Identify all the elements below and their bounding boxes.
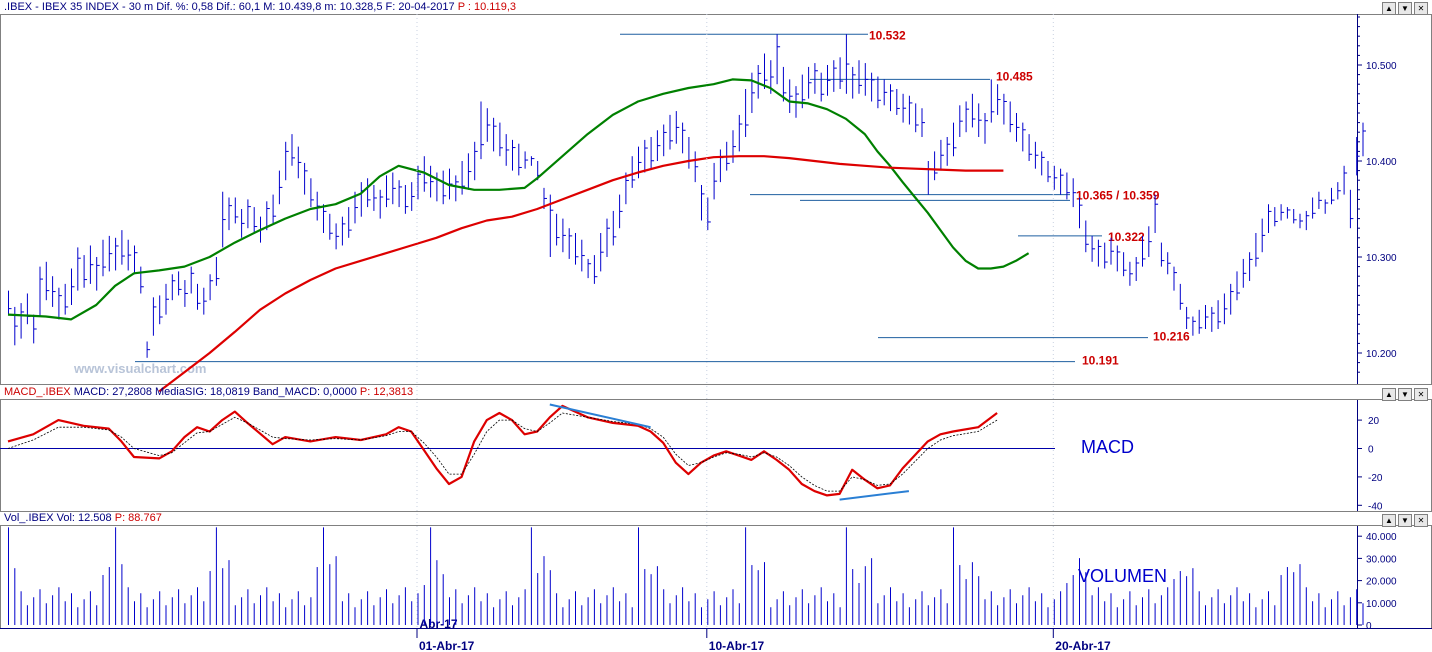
price-header-name: .IBEX - IBEX 35 INDEX - 30 m <box>4 1 154 13</box>
level-label: 10.532 <box>869 28 906 42</box>
level-label: 10.365 / 10.359 <box>1076 189 1160 203</box>
macd-panel-header: MACD_.IBEX MACD: 27,2808 MediaSIG: 18,08… <box>4 386 413 398</box>
price-y-tick-label: 10.500 <box>1366 61 1397 72</box>
price-panel-header: .IBEX - IBEX 35 INDEX - 30 m Dif. %: 0,5… <box>4 1 516 13</box>
x-axis-label: 01-Abr-17 <box>419 639 475 652</box>
macd-header-last: P: 12,3813 <box>359 386 414 398</box>
macd-y-tick-label: 0 <box>1368 445 1374 456</box>
volume-y-tick-label: 20.000 <box>1366 577 1397 588</box>
macd-panel-label: MACD <box>1081 437 1134 457</box>
macd-y-tick-label: -20 <box>1368 473 1383 484</box>
panel-down-button[interactable]: ▼ <box>1398 2 1412 15</box>
macd-y-tick-label: -40 <box>1368 501 1383 512</box>
level-label: 10.216 <box>1153 330 1190 344</box>
x-axis-label: 10-Abr-17 <box>709 639 765 652</box>
panel-close-button[interactable]: ✕ <box>1414 514 1428 527</box>
panel-down-button[interactable]: ▼ <box>1398 388 1412 401</box>
vol-header-stats: Vol: 12.508 <box>56 512 112 524</box>
panel-up-button[interactable]: ▲ <box>1382 514 1396 527</box>
level-label: 10.322 <box>1108 230 1145 244</box>
panel-close-button[interactable]: ✕ <box>1414 2 1428 15</box>
price-header-last: P : 10.119,3 <box>457 1 517 13</box>
fast-moving-average-line <box>7 78 1030 321</box>
panel-up-button[interactable]: ▲ <box>1382 2 1396 15</box>
watermark: www.visualchart.com <box>73 361 206 376</box>
macd-panel-controls: ▲ ▼ ✕ <box>1382 388 1428 401</box>
macd-header-name: MACD_.IBEX <box>4 386 71 398</box>
macd-header-stats: MACD: 27,2808 MediaSIG: 18,0819 Band_MAC… <box>73 386 357 398</box>
level-label: 10.485 <box>996 69 1033 83</box>
macd-signal-line <box>7 412 998 492</box>
volume-panel-frame <box>0 525 1432 629</box>
vol-panel-header: Vol_.IBEX Vol: 12.508 P: 88.767 <box>4 512 162 524</box>
volume-y-tick-label: 30.000 <box>1366 554 1397 565</box>
macd-line <box>7 404 998 497</box>
price-y-tick-label: 10.300 <box>1366 253 1397 264</box>
price-panel-frame <box>0 14 1432 385</box>
vol-header-name: Vol_.IBEX <box>4 512 54 524</box>
panel-close-button[interactable]: ✕ <box>1414 388 1428 401</box>
panel-down-button[interactable]: ▼ <box>1398 514 1412 527</box>
x-axis-label: 20-Abr-17 <box>1055 639 1111 652</box>
price-y-tick-label: 10.400 <box>1366 157 1397 168</box>
volume-panel-label: VOLUMEN <box>1078 566 1167 586</box>
price-y-tick-label: 10.200 <box>1366 349 1397 360</box>
vol-panel-controls: ▲ ▼ ✕ <box>1382 514 1428 527</box>
volume-y-tick-label: 0 <box>1366 621 1372 632</box>
macd-y-tick-label: 20 <box>1368 416 1380 427</box>
volume-y-tick-label: 40.000 <box>1366 532 1397 543</box>
x-axis-month-label: Abr-17 <box>420 617 458 631</box>
volume-y-tick-label: 10.000 <box>1366 599 1397 610</box>
divergence-line <box>549 403 651 429</box>
price-panel-controls: ▲ ▼ ✕ <box>1382 2 1428 15</box>
price-header-stats: Dif. %: 0,58 Dif.: 60,1 M: 10.439,8 m: 1… <box>156 1 455 13</box>
panel-up-button[interactable]: ▲ <box>1382 388 1396 401</box>
divergence-line <box>839 490 910 501</box>
slow-moving-average-line <box>158 155 1004 393</box>
level-label: 10.191 <box>1082 354 1119 368</box>
vol-header-last: P: 88.767 <box>114 512 162 524</box>
